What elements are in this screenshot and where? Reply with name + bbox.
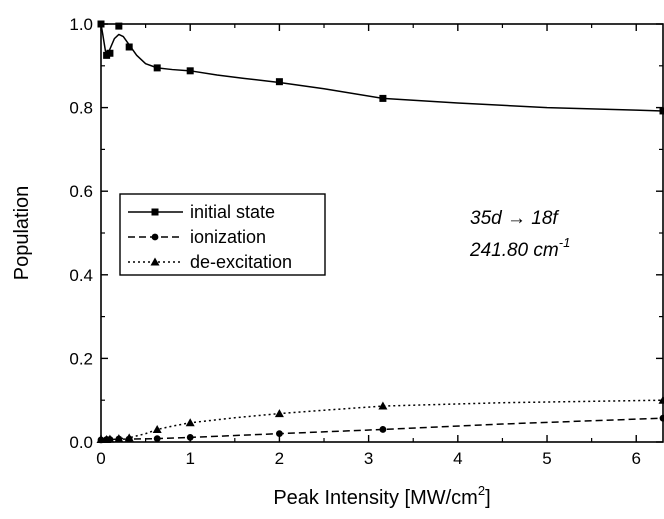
y-tick-label: 0.4 [69,266,93,285]
data-point-initial-state [125,43,133,51]
x-tick-label: 1 [185,449,194,468]
series-line-ionization [100,417,664,441]
data-point-initial-state [186,67,194,75]
data-point-de-excitation [185,418,195,427]
data-point-de-excitation [274,409,284,418]
legend-item-de-excitation: de-excitation [128,252,292,272]
x-tick-label: 2 [275,449,284,468]
y-tick-label: 0.2 [69,349,93,368]
legend-marker-ionization [151,233,159,241]
legend-item-initial-state: initial state [128,202,275,222]
legend-marker-de-excitation [150,257,160,266]
legend-label-initial-state: initial state [190,202,275,222]
legend-marker-initial-state [151,208,159,216]
legend-label-ionization: ionization [190,227,266,247]
data-point-de-excitation [378,401,388,410]
y-tick-label: 0.8 [69,99,93,118]
data-point-initial-state [106,49,114,57]
data-point-de-excitation [124,433,134,442]
data-point-initial-state [659,107,664,115]
x-tick-label: 3 [364,449,373,468]
x-tick-label: 5 [542,449,551,468]
energy-value: 241.80 cm [469,240,559,261]
data-point-de-excitation [114,434,124,443]
transition-label: 35d → 18f [470,208,559,229]
x-axis-title-sup: 2 [478,483,485,498]
energy-label: 241.80 cm-1 [469,235,570,261]
data-point-initial-state [379,94,387,102]
legend-item-ionization: ionization [128,227,266,247]
y-tick-label: 0.0 [69,433,93,452]
series-layer [96,20,664,444]
x-axis-title: Peak Intensity [MW/cm2] [273,483,490,509]
y-axis-title: Population [11,186,33,281]
y-tick-label: 0.6 [69,182,93,201]
tick-layer: 0 1 2 3 4 5 6 0.0 0.2 0.4 0.6 0.8 1.0 [69,15,663,468]
data-point-de-excitation [105,434,115,443]
data-point-ionization [153,435,161,443]
legend-label-de-excitation: de-excitation [190,252,292,272]
x-tick-label: 4 [453,449,462,468]
data-point-ionization [379,426,387,433]
legend: initial state ionization de-excitation [119,193,326,276]
x-axis-title-end: ] [485,487,491,509]
y-tick-label: 1.0 [69,15,93,34]
x-tick-label: 6 [632,449,641,468]
data-point-initial-state [275,78,283,86]
data-point-ionization [276,430,283,438]
data-point-initial-state [115,22,123,30]
x-tick-label: 0 [96,449,105,468]
energy-unit-exponent: -1 [559,235,571,250]
data-point-de-excitation [152,424,162,433]
x-axis-title-main: Peak Intensity [MW/cm [273,487,478,509]
data-point-initial-state [153,64,161,72]
